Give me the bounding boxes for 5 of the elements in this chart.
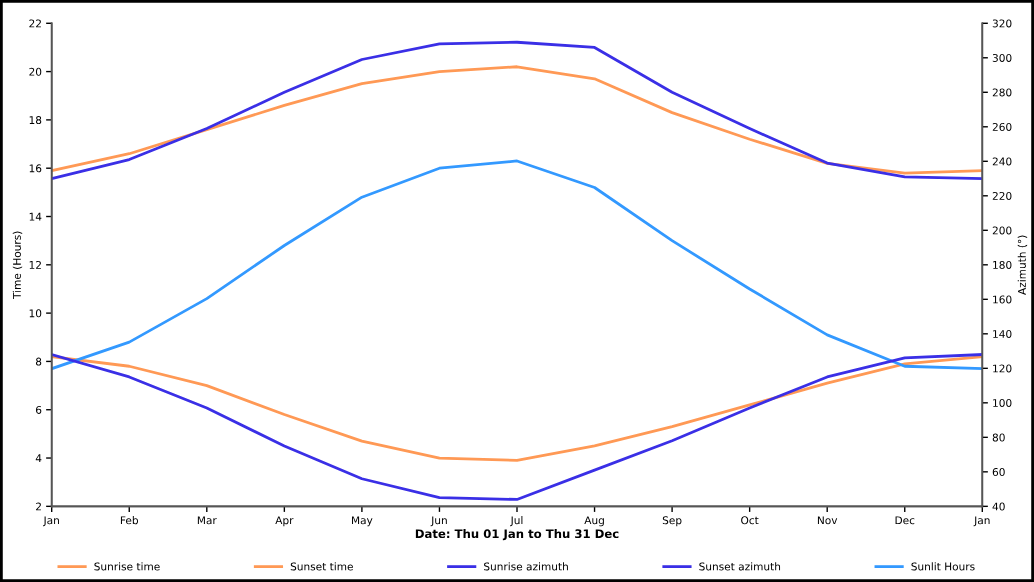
line-series (51, 40, 983, 180)
line-series (51, 355, 983, 462)
line-series (51, 65, 983, 175)
line-series (51, 353, 983, 501)
line-series (51, 159, 983, 371)
